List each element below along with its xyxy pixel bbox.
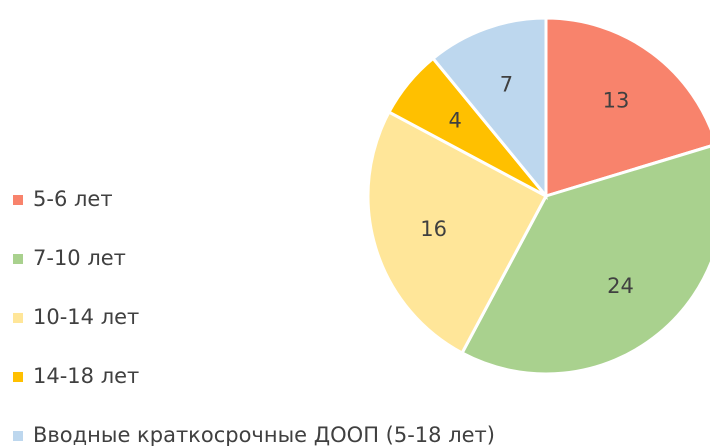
legend-swatch (13, 431, 23, 441)
legend-label: 5-6 лет (33, 187, 113, 211)
pie-slice (430, 16, 548, 201)
data-label: 13 (603, 89, 630, 113)
legend-swatch (13, 254, 23, 264)
legend-label: 7-10 лет (33, 246, 126, 270)
data-label: 7 (500, 72, 513, 96)
legend-swatch (13, 372, 23, 382)
data-label: 16 (420, 217, 447, 241)
legend-label: 10-14 лет (33, 305, 139, 329)
pie-slice (544, 16, 710, 199)
legend-label: 14-18 лет (33, 364, 139, 388)
legend-swatch (13, 313, 23, 323)
legend-label: Вводные краткосрочные ДООП (5-18 лет) (33, 423, 495, 446)
pie-slice (460, 144, 710, 376)
legend-swatch (13, 195, 23, 205)
data-label: 4 (448, 108, 461, 132)
data-label: 24 (607, 274, 634, 298)
